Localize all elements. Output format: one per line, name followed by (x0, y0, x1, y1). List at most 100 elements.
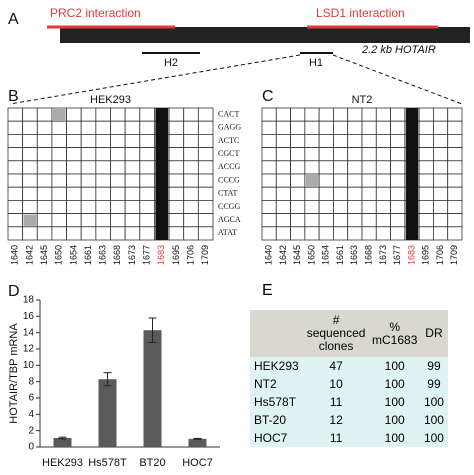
cell (418, 107, 434, 122)
table-row: BT-20 12 100 100 (250, 411, 448, 429)
cell (110, 120, 126, 135)
cell (22, 147, 38, 162)
cell (290, 107, 306, 122)
cell (66, 199, 82, 214)
cell (95, 199, 111, 214)
column-label: 1706 (435, 245, 445, 265)
panel-label: E (262, 282, 273, 299)
cell (80, 186, 97, 201)
gray-cell (305, 175, 319, 187)
cell (390, 147, 406, 162)
cell (418, 173, 434, 188)
cell (361, 107, 377, 122)
y-tick-label: 18 (23, 295, 35, 306)
cell (139, 186, 155, 201)
cell (124, 226, 141, 241)
cell (95, 133, 111, 148)
cell (418, 120, 434, 135)
cell (51, 160, 67, 175)
error-bar (193, 437, 202, 440)
cell (124, 120, 141, 135)
table-cell: Hs578T (250, 393, 303, 411)
cell (80, 173, 97, 188)
cell (418, 226, 434, 241)
cell (433, 147, 449, 162)
cell (110, 226, 126, 241)
cell (333, 186, 349, 201)
row-label: CACT (218, 109, 239, 118)
cell (124, 186, 141, 201)
cell (80, 199, 97, 214)
cell (22, 107, 38, 122)
cell (275, 160, 291, 175)
x-tick-label: BT20 (139, 457, 165, 469)
cell (261, 173, 277, 188)
y-tick-label: 2 (28, 425, 34, 436)
table-cell: 99 (419, 375, 448, 393)
gray-cell (23, 214, 37, 226)
cell (433, 133, 449, 148)
error-bar (58, 436, 67, 440)
cell (290, 199, 306, 214)
column-label: 1709 (200, 245, 210, 265)
cell (51, 173, 67, 188)
cell (361, 160, 377, 175)
cell (261, 226, 277, 241)
row-label: ACTC (218, 136, 239, 145)
table-cell: NT2 (250, 375, 303, 393)
column-label: 1663 (349, 245, 359, 265)
cell (304, 199, 320, 214)
cell (51, 133, 67, 148)
cell (304, 213, 320, 228)
cell (275, 213, 291, 228)
cell (66, 107, 82, 122)
cell (318, 199, 334, 214)
cell (347, 226, 363, 241)
cell (275, 147, 291, 162)
cell (139, 160, 155, 175)
cell (139, 173, 155, 188)
fragment-label: H2 (164, 57, 178, 69)
cell (447, 120, 463, 135)
header-cell: DR (419, 310, 448, 357)
region-label: LSD1 interaction (316, 6, 405, 20)
cell (66, 213, 82, 228)
cell (290, 160, 306, 175)
cell (433, 173, 449, 188)
cell (418, 186, 434, 201)
cell (124, 213, 141, 228)
cell (183, 199, 199, 214)
cell (36, 107, 53, 122)
table-cell: 100 (369, 429, 420, 447)
cell (139, 213, 155, 228)
cell (168, 107, 185, 122)
cell (347, 107, 363, 122)
cell (290, 147, 306, 162)
cell (418, 213, 434, 228)
cell (347, 160, 363, 175)
y-tick-label: 10 (23, 360, 35, 371)
cell (95, 213, 111, 228)
column-label: 1683 (156, 245, 166, 265)
y-axis-label: HOTAIR/TBP mRNA (8, 323, 20, 424)
cell (36, 199, 53, 214)
cell (110, 173, 126, 188)
row-label: ATAT (218, 228, 237, 237)
table-cell: HOC7 (250, 429, 303, 447)
column-label: 1695 (421, 245, 431, 265)
cell (361, 226, 377, 241)
cell (333, 120, 349, 135)
cell (304, 107, 320, 122)
clone-table: # sequenced clones% mC1683 DR HEK293 47 100… (250, 310, 448, 447)
column-label: 1640 (10, 245, 20, 265)
cell (390, 186, 406, 201)
y-tick-label: 6 (28, 393, 34, 404)
table-row: HOC7 11 100 100 (250, 429, 448, 447)
cell (390, 226, 406, 241)
cell (139, 120, 155, 135)
cell (433, 120, 449, 135)
cell (447, 107, 463, 122)
cell (7, 186, 24, 201)
cell (197, 107, 214, 122)
